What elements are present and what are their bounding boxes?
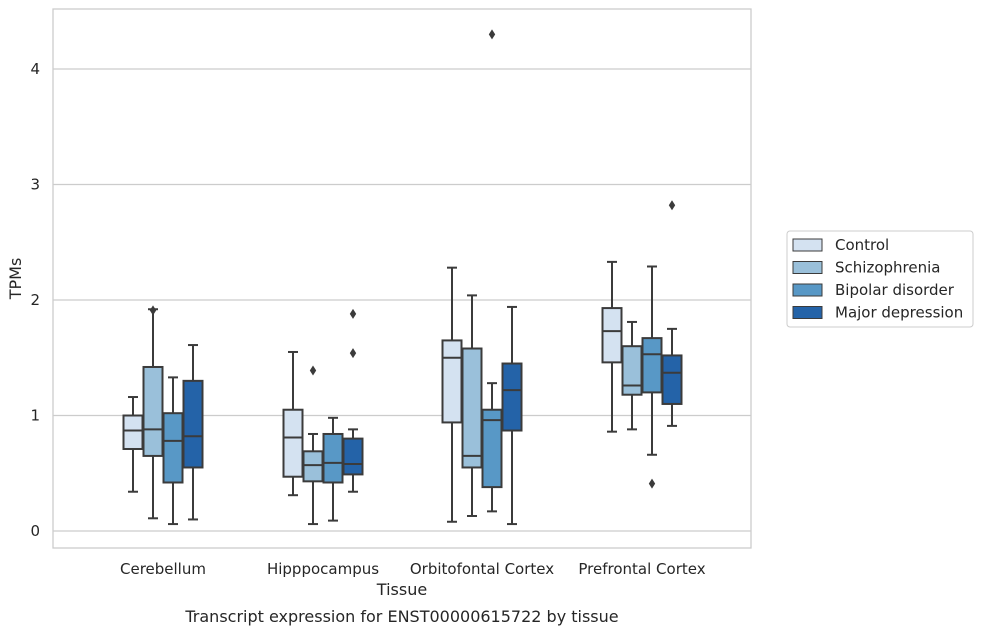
box-1-1 (302, 365, 324, 526)
plot-area-frame (52, 8, 752, 549)
legend-swatch-1 (792, 261, 823, 274)
outlier-point-0 (149, 305, 157, 316)
box-1-0 (282, 350, 304, 497)
legend: Control Schizophrenia Bipolar disorder Majo… (786, 230, 974, 328)
box-body (182, 379, 204, 469)
box-3-2 (641, 265, 663, 489)
figure-caption: Transcript expression for ENST0000061572… (184, 607, 618, 626)
box-body (162, 412, 184, 484)
legend-label-0: Control (835, 236, 889, 254)
legend-label-3: Major depression (835, 304, 963, 322)
box-2-3 (501, 305, 523, 526)
box-2-2 (481, 29, 503, 513)
x-tick-label-3: Prefrontal Cortex (578, 560, 705, 578)
box-body (601, 307, 623, 364)
box-0-3 (182, 344, 204, 521)
box-body (342, 437, 364, 476)
box-body (302, 450, 324, 483)
y-tick-label-0: 0 (30, 522, 40, 540)
box-body (641, 337, 663, 394)
outlier-point-0 (309, 365, 317, 376)
x-tick-label-1: Hipppocampus (267, 560, 379, 578)
box-body (481, 408, 503, 489)
box-body (122, 414, 144, 450)
outlier-point-1 (349, 308, 357, 319)
y-tick-label-1: 1 (30, 407, 40, 425)
legend-label-2: Bipolar disorder (835, 281, 955, 299)
box-0-2 (162, 376, 184, 526)
box-body (441, 339, 463, 424)
legend-swatch-0 (792, 238, 823, 252)
legend-swatch-3 (792, 306, 823, 319)
y-axis-ticks: 0 1 2 3 4 (30, 60, 40, 540)
box-2-1 (461, 294, 483, 517)
box-1-3 (342, 308, 364, 493)
legend-swatch-2 (792, 283, 823, 297)
x-tick-label-0: Cerebellum (120, 560, 206, 578)
box-plot-marks (122, 29, 683, 526)
outlier-point-0 (668, 200, 676, 211)
box-body (661, 354, 683, 405)
box-body (282, 408, 304, 478)
outlier-point-0 (488, 29, 496, 40)
legend-label-1: Schizophrenia (835, 259, 940, 277)
box-3-3 (661, 200, 683, 427)
x-tick-label-2: Orbitofontal Cortex (410, 560, 554, 578)
box-0-0 (122, 396, 144, 493)
y-axis-title: TPMs (6, 258, 25, 301)
box-body (501, 362, 523, 432)
y-tick-label-4: 4 (30, 60, 40, 78)
outlier-point-0 (349, 348, 357, 359)
outlier-point-0 (648, 478, 656, 489)
box-body (322, 432, 344, 484)
x-axis-ticks: Cerebellum Hipppocampus Orbitofontal Corte… (120, 560, 706, 578)
y-tick-label-2: 2 (30, 291, 40, 309)
box-3-0 (601, 260, 623, 433)
box-0-1 (142, 305, 164, 520)
box-body (142, 365, 164, 457)
box-body (461, 347, 483, 469)
box-body (621, 345, 643, 396)
y-tick-label-3: 3 (30, 176, 40, 194)
x-axis-title: Tissue (376, 580, 427, 599)
legend-frame (786, 230, 974, 328)
